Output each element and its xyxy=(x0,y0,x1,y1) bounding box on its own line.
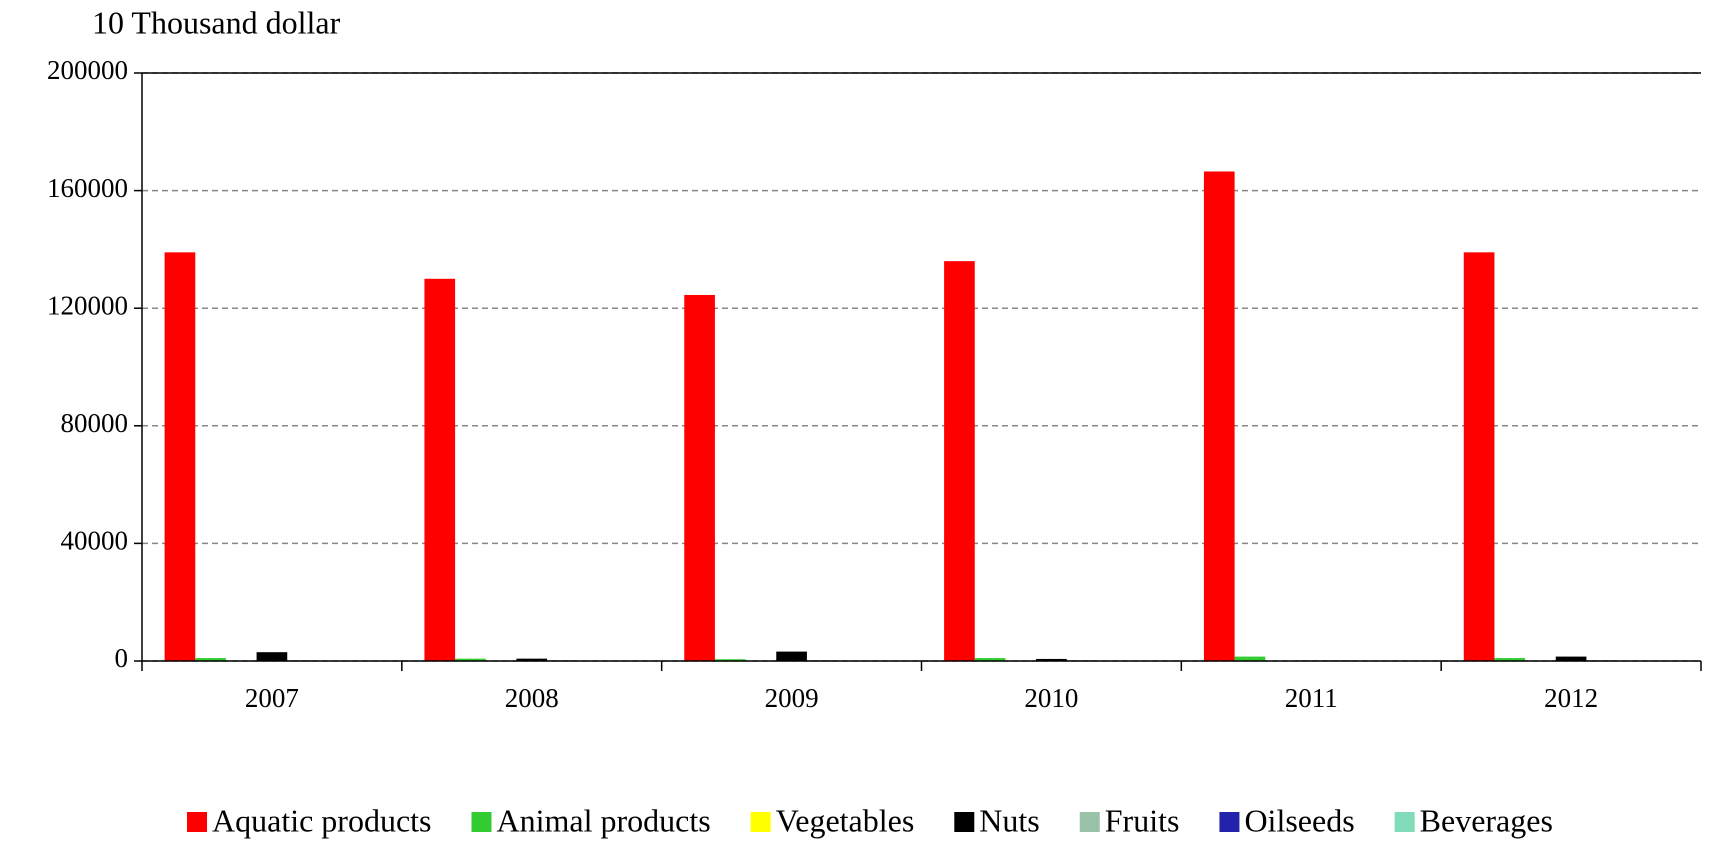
legend-swatch xyxy=(187,812,207,832)
y-tick-label: 120000 xyxy=(47,290,128,320)
x-tick-label: 2008 xyxy=(505,683,559,713)
bar xyxy=(256,652,288,661)
bar xyxy=(1494,658,1526,661)
bar xyxy=(944,261,975,661)
legend-swatch xyxy=(1079,812,1100,832)
x-tick-label: 2010 xyxy=(1024,683,1078,713)
legend-swatch xyxy=(954,812,975,832)
bar xyxy=(714,659,746,661)
bar xyxy=(455,658,486,661)
legend-swatch xyxy=(750,812,771,832)
bar xyxy=(974,658,1006,661)
legend-label: Aquatic products xyxy=(212,802,432,838)
bar xyxy=(684,294,715,661)
x-tick-label: 2007 xyxy=(245,683,299,713)
x-tick-label: 2011 xyxy=(1285,683,1338,713)
y-tick-label: 80000 xyxy=(61,408,129,438)
bar xyxy=(1203,171,1235,662)
bar xyxy=(776,651,807,661)
bar xyxy=(1555,656,1587,661)
legend-label: Fruits xyxy=(1105,802,1180,838)
bar xyxy=(1463,252,1495,661)
x-tick-label: 2012 xyxy=(1544,683,1598,713)
bar xyxy=(424,278,456,661)
bar xyxy=(1036,658,1067,661)
bar xyxy=(516,658,548,661)
y-tick-label: 160000 xyxy=(47,173,128,203)
legend-label: Beverages xyxy=(1420,802,1553,838)
bar xyxy=(164,252,196,661)
bar xyxy=(1234,656,1266,661)
x-tick-label: 2009 xyxy=(765,683,819,713)
legend-label: Oilseeds xyxy=(1244,802,1354,838)
legend-swatch xyxy=(1219,812,1240,832)
y-tick-label: 0 xyxy=(115,643,129,673)
bar xyxy=(195,658,226,661)
y-axis-label: 10 Thousand dollar xyxy=(92,4,341,40)
y-tick-label: 200000 xyxy=(47,55,128,85)
y-tick-label: 40000 xyxy=(61,526,129,556)
legend-label: Nuts xyxy=(979,802,1039,838)
legend-label: Animal products xyxy=(497,802,711,838)
legend-label: Vegetables xyxy=(776,802,915,838)
legend-swatch xyxy=(471,812,492,832)
legend-swatch xyxy=(1394,812,1415,832)
